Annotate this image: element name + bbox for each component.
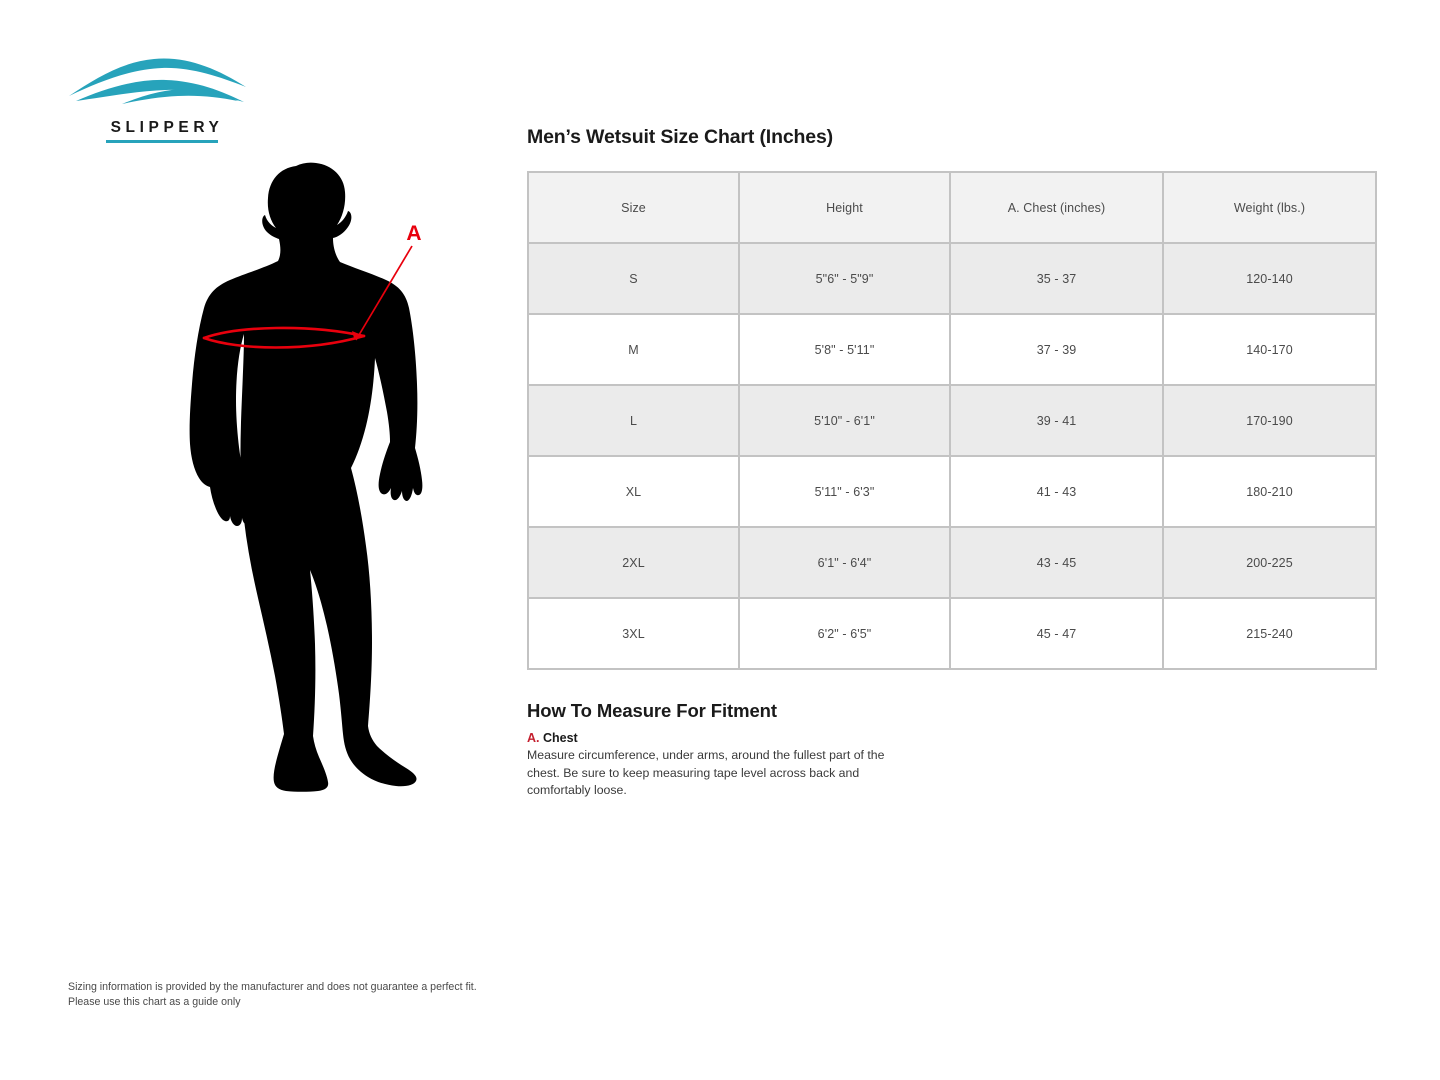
cell-height: 5"6" - 5"9" [738, 242, 951, 315]
column-header-height: Height [738, 171, 951, 244]
measurement-figure: A [168, 160, 458, 810]
size-chart-table: Size Height A. Chest (inches) Weight (lb… [527, 171, 1377, 670]
cell-chest: 39 - 41 [949, 384, 1164, 457]
table-row: 3XL 6'2" - 6'5" 45 - 47 215-240 [527, 597, 1377, 670]
brand-wordmark: SLIPPERY [106, 119, 224, 143]
chest-measure-leader-line [355, 245, 413, 341]
disclaimer-line-2: Please use this chart as a guide only [68, 996, 241, 1008]
measure-item-description: Measure circumference, under arms, aroun… [527, 748, 885, 797]
cell-chest: 35 - 37 [949, 242, 1164, 315]
table-header-row: Size Height A. Chest (inches) Weight (lb… [527, 171, 1377, 244]
male-body-silhouette-icon [189, 162, 423, 792]
page-title: Men’s Wetsuit Size Chart (Inches) [527, 126, 834, 148]
table-row: XL 5'11" - 6'3" 41 - 43 180-210 [527, 455, 1377, 528]
column-header-weight: Weight (lbs.) [1162, 171, 1377, 244]
cell-chest: 41 - 43 [949, 455, 1164, 528]
cell-height: 5'8" - 5'11" [738, 313, 951, 386]
table-row: L 5'10" - 6'1" 39 - 41 170-190 [527, 384, 1377, 457]
cell-chest: 45 - 47 [949, 597, 1164, 670]
table-row: M 5'8" - 5'11" 37 - 39 140-170 [527, 313, 1377, 386]
cell-size: S [527, 242, 740, 315]
measure-item-name: Chest [542, 731, 578, 745]
cell-weight: 140-170 [1162, 313, 1377, 386]
cell-weight: 120-140 [1162, 242, 1377, 315]
cell-weight: 200-225 [1162, 526, 1377, 599]
column-header-size: Size [527, 171, 740, 244]
how-to-measure-heading: How To Measure For Fitment [527, 700, 777, 721]
cell-height: 5'11" - 6'3" [738, 455, 951, 528]
cell-chest: 37 - 39 [949, 313, 1164, 386]
cell-size: M [527, 313, 740, 386]
column-header-chest: A. Chest (inches) [949, 171, 1164, 244]
cell-weight: 170-190 [1162, 384, 1377, 457]
measure-item-heading: A. Chest [527, 731, 1375, 745]
cell-weight: 215-240 [1162, 597, 1377, 670]
disclaimer-line-1: Sizing information is provided by the ma… [68, 981, 477, 993]
slippery-wave-logo-icon [66, 52, 251, 114]
chest-measure-arrowhead [352, 331, 364, 338]
how-to-measure-section: How To Measure For Fitment A. Chest Meas… [527, 700, 1375, 800]
disclaimer: Sizing information is provided by the ma… [68, 980, 538, 1010]
cell-height: 6'1" - 6'4" [738, 526, 951, 599]
cell-height: 5'10" - 6'1" [738, 384, 951, 457]
cell-size: L [527, 384, 740, 457]
cell-size: 2XL [527, 526, 740, 599]
cell-chest: 43 - 45 [949, 526, 1164, 599]
cell-size: XL [527, 455, 740, 528]
brand-logo: SLIPPERY [66, 52, 266, 150]
cell-height: 6'2" - 6'5" [738, 597, 951, 670]
brand-underline [106, 139, 218, 143]
table-row: S 5"6" - 5"9" 35 - 37 120-140 [527, 242, 1377, 315]
cell-weight: 180-210 [1162, 455, 1377, 528]
brand-name: SLIPPERY [110, 119, 224, 136]
chest-measure-annotation [202, 326, 366, 349]
measure-point-a-label: A [406, 222, 421, 245]
cell-size: 3XL [527, 597, 740, 670]
size-chart-content: Men’s Wetsuit Size Chart (Inches) Size H… [527, 126, 1377, 800]
measure-item-letter: A. [527, 731, 540, 745]
table-row: 2XL 6'1" - 6'4" 43 - 45 200-225 [527, 526, 1377, 599]
